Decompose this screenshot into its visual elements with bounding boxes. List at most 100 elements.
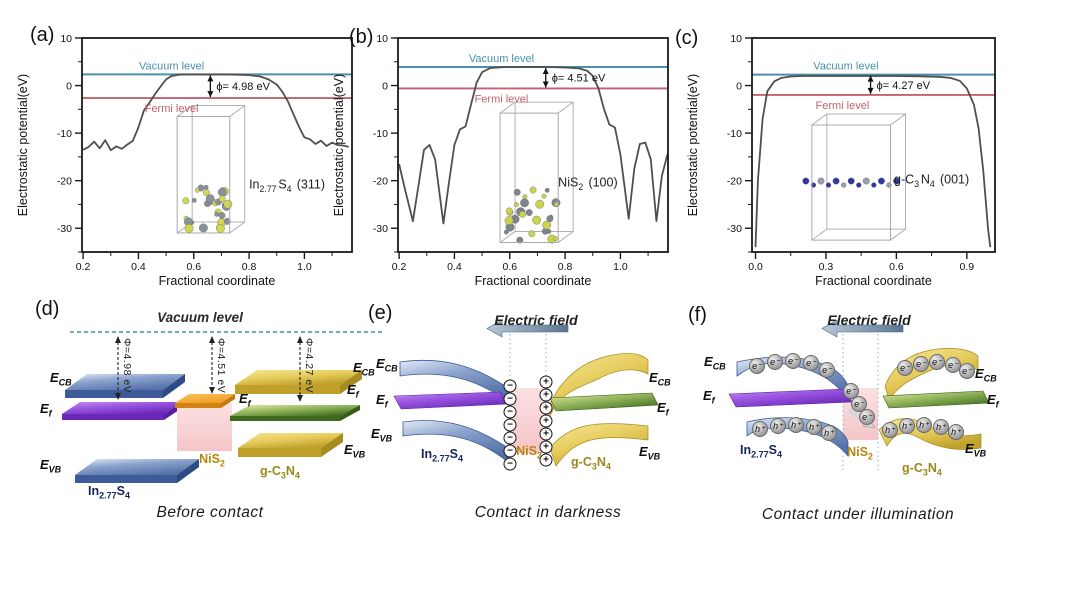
evb-left-label: EVB bbox=[40, 457, 62, 475]
x-tick-label: 0.9 bbox=[960, 261, 975, 273]
x-tick-label: 1.0 bbox=[613, 261, 628, 273]
atom bbox=[522, 194, 528, 200]
y-axis-label: Electrostatic potential(eV) bbox=[686, 74, 700, 216]
carrier-symbol: h⁺ bbox=[899, 418, 915, 434]
panel-d: Vacuum level Φ=4.98 eV Φ=4.51 eV Φ=4.27 … bbox=[10, 290, 410, 545]
x-tick-label: 0.2 bbox=[76, 261, 91, 273]
y-tick-label: -30 bbox=[373, 223, 388, 235]
carrier-symbol: e⁻ bbox=[749, 358, 765, 374]
inset-box-edge bbox=[811, 113, 828, 126]
carrier-symbol: e⁻ bbox=[843, 383, 859, 399]
charge-symbol: − bbox=[503, 431, 517, 445]
atom bbox=[203, 184, 209, 190]
atom bbox=[528, 230, 536, 238]
y-tick-label: 10 bbox=[376, 33, 388, 45]
carrier-symbol: e⁻ bbox=[803, 355, 819, 371]
atom bbox=[513, 202, 519, 208]
potential-curve bbox=[398, 66, 669, 225]
atom bbox=[546, 215, 554, 223]
wf-value-label: ϕ= 4.51 eV bbox=[552, 73, 606, 85]
inset-box-edge bbox=[499, 101, 516, 114]
atom bbox=[856, 182, 862, 188]
x-tick-label: 0.8 bbox=[242, 261, 257, 273]
charge-symbol: − bbox=[503, 379, 517, 393]
panel-letter-b: (b) bbox=[349, 26, 374, 48]
atom bbox=[553, 236, 558, 242]
carrier-symbol: h⁺ bbox=[948, 424, 964, 440]
ef-band-right bbox=[230, 405, 360, 416]
carrier-symbol: h⁺ bbox=[788, 417, 804, 433]
phi-498-label: Φ=4.98 eV bbox=[121, 338, 133, 394]
carrier-symbol: e⁻ bbox=[859, 409, 875, 425]
panel-letter-c: (c) bbox=[675, 27, 699, 49]
y-tick-label: -10 bbox=[727, 128, 742, 140]
atom bbox=[529, 186, 537, 194]
atom bbox=[218, 212, 226, 219]
arrowhead bbox=[115, 393, 121, 400]
fermi-level-label: Fermi level bbox=[815, 100, 869, 112]
carrier-symbol: h⁺ bbox=[752, 421, 768, 437]
nis2-ef-front bbox=[175, 403, 221, 408]
ecb-band-left-side bbox=[163, 374, 185, 398]
ef-band-left bbox=[393, 391, 508, 410]
y-tick-label: 0 bbox=[736, 80, 742, 92]
potential-curve bbox=[754, 75, 992, 248]
plot-border bbox=[751, 37, 996, 253]
phi-451-label: Φ=4.51 eV bbox=[215, 338, 227, 394]
inset-box-edge bbox=[890, 228, 906, 241]
atom bbox=[525, 209, 533, 216]
panel-e: Electric field ECB Ef EVB ECB Ef EVB In2… bbox=[350, 290, 690, 545]
ef-left-label: Ef bbox=[703, 388, 715, 406]
carrier-symbol: e⁻ bbox=[785, 353, 801, 369]
ef-band-right bbox=[549, 392, 659, 412]
arrowhead bbox=[297, 395, 303, 402]
ecb-right-label: ECB bbox=[649, 370, 671, 388]
nis2-ef-side bbox=[221, 394, 235, 408]
atom bbox=[516, 236, 524, 244]
charge-symbol: + bbox=[539, 427, 553, 441]
charge-symbol: + bbox=[539, 388, 553, 402]
atom bbox=[217, 187, 227, 197]
carrier-symbol: e⁻ bbox=[819, 362, 835, 378]
atom bbox=[504, 216, 514, 225]
arrowhead bbox=[297, 336, 303, 343]
ecb-band-right bbox=[549, 353, 649, 417]
nis2-label: NiS2 bbox=[847, 445, 873, 462]
panel-letter-d: (d) bbox=[35, 298, 60, 320]
material-label: g-C3 N4 (001) bbox=[894, 173, 969, 190]
inset-box-edge bbox=[557, 101, 574, 114]
atom bbox=[542, 220, 552, 230]
evb-right-label: EVB bbox=[639, 444, 661, 462]
x-tick-label: 0.4 bbox=[131, 261, 146, 273]
nis2-label: NiS2 bbox=[516, 444, 542, 461]
wf-value-label: ϕ= 4.98 eV bbox=[216, 81, 270, 93]
ef-band-right bbox=[882, 390, 990, 409]
wf-arrowhead-bottom bbox=[542, 81, 549, 88]
x-tick-label: 0.8 bbox=[558, 261, 573, 273]
in277s4-band-group bbox=[62, 374, 199, 483]
chart-a: 10 0 -10 -20 -30 0.2 0.4 0.6 0.8 1.0 Vacuum level F… bbox=[16, 33, 353, 288]
nis2-label: NiS2 bbox=[199, 452, 225, 469]
charge-symbol: + bbox=[539, 414, 553, 428]
gc3n4-band-group bbox=[230, 370, 362, 457]
gc3n4-label: g-C3N4 bbox=[260, 464, 300, 481]
atom bbox=[503, 229, 509, 235]
evb-band-right bbox=[238, 433, 343, 448]
inset-box-edge bbox=[229, 221, 245, 234]
atom bbox=[832, 177, 840, 185]
atom bbox=[893, 177, 900, 185]
fermi-level-label: Fermi level bbox=[145, 103, 199, 115]
atom bbox=[847, 177, 855, 185]
charge-symbol: + bbox=[539, 440, 553, 454]
atom bbox=[214, 211, 220, 217]
atom bbox=[223, 217, 231, 225]
carrier-symbol: e⁻ bbox=[897, 360, 913, 376]
arrowhead bbox=[115, 336, 121, 343]
wf-arrowhead-bottom bbox=[207, 91, 214, 98]
inset-box-edge bbox=[229, 105, 245, 117]
inset-box-front bbox=[176, 115, 231, 234]
evb-right-label: EVB bbox=[344, 442, 366, 460]
ef-band-right-side bbox=[340, 405, 360, 421]
charge-symbol: − bbox=[503, 457, 517, 471]
atom bbox=[505, 207, 513, 215]
